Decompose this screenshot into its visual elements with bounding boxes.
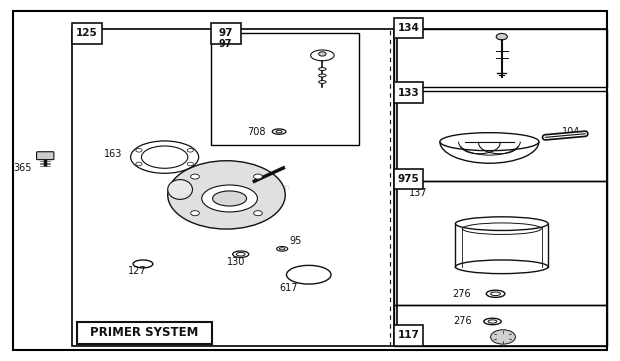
Circle shape (497, 333, 509, 340)
Text: 975: 975 (397, 174, 419, 184)
Text: 276: 276 (453, 316, 472, 326)
Text: 276: 276 (452, 290, 471, 300)
Ellipse shape (319, 81, 326, 83)
Circle shape (191, 174, 199, 179)
Ellipse shape (213, 191, 247, 206)
Circle shape (319, 52, 326, 56)
Bar (394, 30, 607, 346)
Text: 137: 137 (409, 188, 427, 198)
Circle shape (494, 332, 512, 342)
Bar (394, 82, 423, 103)
Circle shape (490, 330, 515, 344)
Text: PRIMER SYSTEM: PRIMER SYSTEM (90, 326, 198, 339)
Bar (394, 180, 607, 305)
Text: 133: 133 (397, 88, 419, 98)
Text: 163: 163 (104, 148, 123, 158)
Text: 617: 617 (280, 283, 298, 293)
Text: 97: 97 (219, 29, 233, 38)
Text: 125: 125 (76, 29, 97, 38)
Ellipse shape (319, 68, 326, 70)
Bar (72, 23, 102, 44)
Bar (211, 33, 360, 144)
Circle shape (187, 148, 193, 152)
Bar (394, 169, 423, 190)
Text: 117: 117 (397, 330, 419, 340)
Text: 95: 95 (290, 236, 302, 246)
Ellipse shape (202, 185, 257, 212)
Bar (394, 91, 607, 180)
Circle shape (136, 148, 142, 152)
Circle shape (496, 34, 507, 40)
Ellipse shape (276, 130, 282, 133)
Text: 127: 127 (128, 266, 146, 276)
Circle shape (168, 161, 285, 229)
Circle shape (187, 162, 193, 166)
Text: 365: 365 (13, 163, 32, 173)
Bar (394, 305, 607, 346)
Circle shape (254, 211, 262, 216)
Ellipse shape (311, 50, 334, 61)
Text: 134: 134 (397, 23, 419, 33)
Bar (394, 30, 607, 87)
FancyBboxPatch shape (37, 152, 54, 160)
Bar (72, 30, 397, 346)
Bar (394, 325, 423, 346)
Circle shape (191, 211, 199, 216)
Text: 130: 130 (226, 257, 245, 267)
Bar (394, 18, 423, 39)
Text: 97: 97 (218, 39, 232, 49)
Text: 104: 104 (562, 127, 580, 137)
Ellipse shape (319, 74, 326, 77)
Circle shape (136, 162, 142, 166)
Bar (211, 23, 241, 44)
FancyBboxPatch shape (77, 322, 211, 344)
Ellipse shape (272, 129, 286, 134)
Text: eReplacementParts.com: eReplacementParts.com (181, 183, 291, 192)
Circle shape (500, 335, 506, 339)
Circle shape (254, 174, 262, 179)
Ellipse shape (168, 180, 192, 199)
Text: 708: 708 (247, 127, 265, 137)
